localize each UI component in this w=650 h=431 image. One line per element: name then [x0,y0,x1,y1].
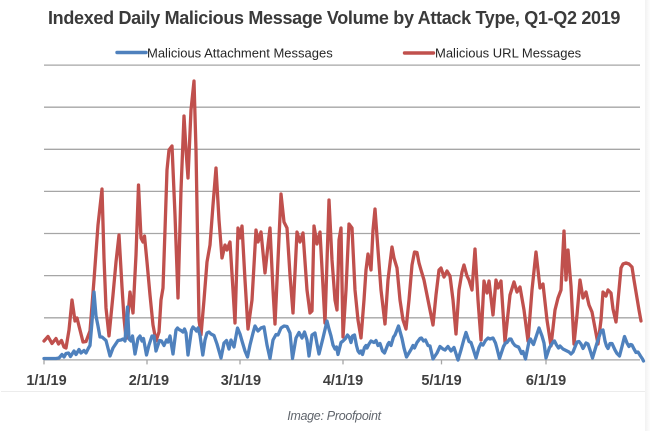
svg-text:4/1/19: 4/1/19 [323,373,363,389]
svg-text:Malicious URL Messages: Malicious URL Messages [435,46,582,61]
svg-text:5/1/19: 5/1/19 [421,373,461,389]
svg-text:1/1/19: 1/1/19 [26,373,66,389]
svg-text:2/1/19: 2/1/19 [129,373,169,389]
svg-text:Malicious Attachment Messages: Malicious Attachment Messages [147,46,333,61]
svg-text:6/1/19: 6/1/19 [526,373,566,389]
svg-text:3/1/19: 3/1/19 [221,373,261,389]
